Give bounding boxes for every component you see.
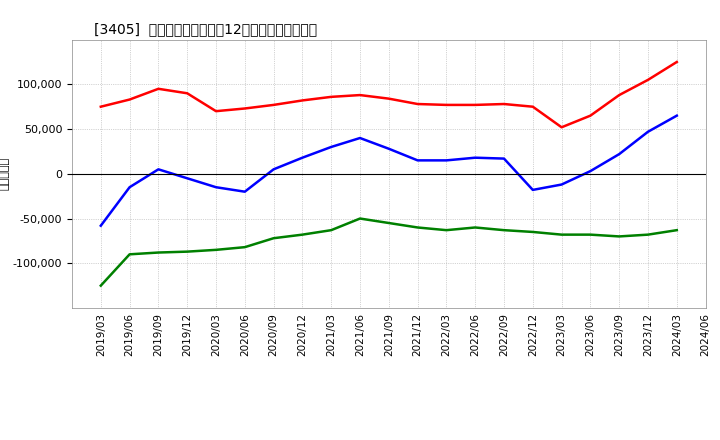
フリーCF: [442, 158, 451, 163]
営業CF: [644, 77, 652, 82]
営業CF: [615, 92, 624, 98]
営業CF: [125, 97, 134, 102]
営業CF: [269, 102, 278, 107]
投資CF: [586, 232, 595, 237]
フリーCF: [413, 158, 422, 163]
フリーCF: [586, 169, 595, 174]
投資CF: [240, 245, 249, 250]
Y-axis label: （百万円）: （百万円）: [0, 157, 10, 191]
営業CF: [327, 94, 336, 99]
フリーCF: [500, 156, 508, 161]
投資CF: [384, 220, 393, 226]
営業CF: [528, 104, 537, 109]
投資CF: [471, 225, 480, 230]
投資CF: [672, 227, 681, 233]
営業CF: [240, 106, 249, 111]
営業CF: [413, 101, 422, 106]
営業CF: [183, 91, 192, 96]
営業CF: [356, 92, 364, 98]
投資CF: [298, 232, 307, 237]
営業CF: [500, 101, 508, 106]
フリーCF: [384, 146, 393, 151]
投資CF: [413, 225, 422, 230]
フリーCF: [154, 167, 163, 172]
Legend: 営業CF, 投資CF, フリーCF: 営業CF, 投資CF, フリーCF: [235, 434, 543, 440]
投資CF: [269, 235, 278, 241]
投資CF: [96, 283, 105, 288]
投資CF: [500, 227, 508, 233]
営業CF: [154, 86, 163, 92]
フリーCF: [528, 187, 537, 193]
営業CF: [96, 104, 105, 109]
営業CF: [586, 113, 595, 118]
営業CF: [298, 98, 307, 103]
投資CF: [442, 227, 451, 233]
営業CF: [557, 125, 566, 130]
投資CF: [125, 252, 134, 257]
フリーCF: [644, 129, 652, 134]
投資CF: [327, 227, 336, 233]
投資CF: [154, 250, 163, 255]
投資CF: [557, 232, 566, 237]
フリーCF: [125, 185, 134, 190]
フリーCF: [356, 136, 364, 141]
フリーCF: [96, 223, 105, 228]
投資CF: [356, 216, 364, 221]
フリーCF: [183, 176, 192, 181]
Line: フリーCF: フリーCF: [101, 116, 677, 226]
フリーCF: [615, 151, 624, 157]
営業CF: [672, 59, 681, 65]
フリーCF: [240, 189, 249, 194]
投資CF: [615, 234, 624, 239]
投資CF: [528, 229, 537, 235]
フリーCF: [298, 155, 307, 160]
フリーCF: [471, 155, 480, 160]
営業CF: [212, 109, 220, 114]
Text: [3405]  キャッシュフローの12か月移動合計の推移: [3405] キャッシュフローの12か月移動合計の推移: [94, 22, 317, 36]
フリーCF: [212, 185, 220, 190]
投資CF: [644, 232, 652, 237]
フリーCF: [269, 167, 278, 172]
営業CF: [442, 102, 451, 107]
Line: 営業CF: 営業CF: [101, 62, 677, 127]
投資CF: [212, 247, 220, 253]
フリーCF: [327, 144, 336, 150]
Line: 投資CF: 投資CF: [101, 219, 677, 286]
営業CF: [384, 96, 393, 101]
投資CF: [183, 249, 192, 254]
営業CF: [471, 102, 480, 107]
フリーCF: [557, 182, 566, 187]
フリーCF: [672, 113, 681, 118]
